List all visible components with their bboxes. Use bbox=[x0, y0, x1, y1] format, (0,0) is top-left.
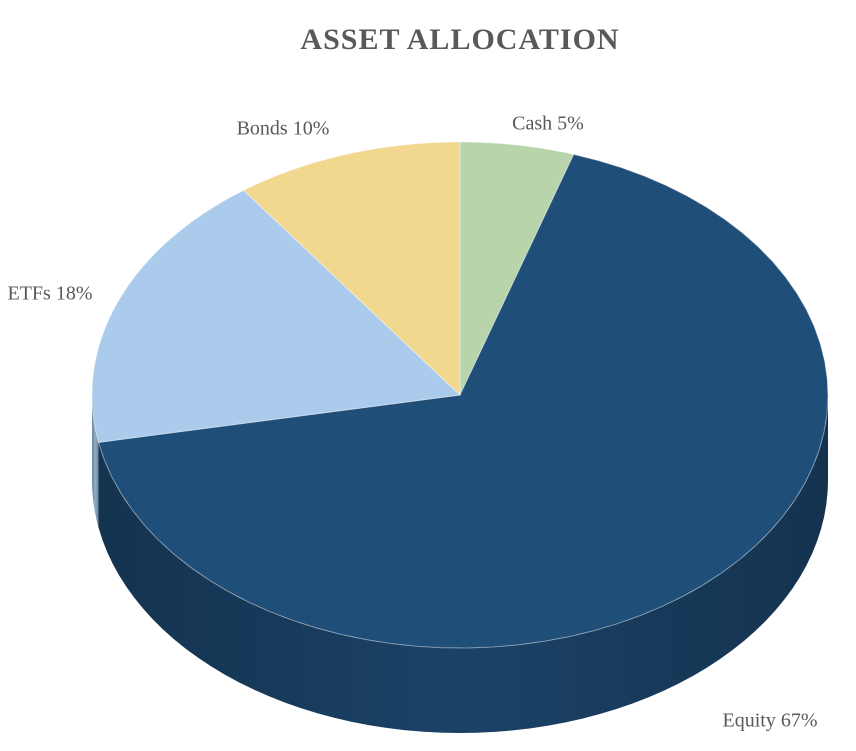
slice-top bbox=[242, 141, 461, 397]
data-label: ETFs 18% bbox=[8, 283, 93, 305]
pie-slice bbox=[459, 141, 575, 396]
data-label: Equity 67% bbox=[723, 710, 818, 732]
slice-top bbox=[91, 189, 462, 443]
slice-side-shade bbox=[98, 395, 828, 733]
slice-top bbox=[459, 141, 575, 396]
chart-title: ASSET ALLOCATION bbox=[300, 23, 619, 56]
pie-slice bbox=[91, 189, 462, 528]
slice-side-shade bbox=[92, 395, 99, 528]
data-label: Cash 5% bbox=[512, 113, 584, 135]
pie-slice bbox=[242, 141, 461, 397]
data-label: Bonds 10% bbox=[237, 118, 330, 140]
slice-top bbox=[97, 153, 829, 649]
pie-slice bbox=[97, 153, 829, 733]
